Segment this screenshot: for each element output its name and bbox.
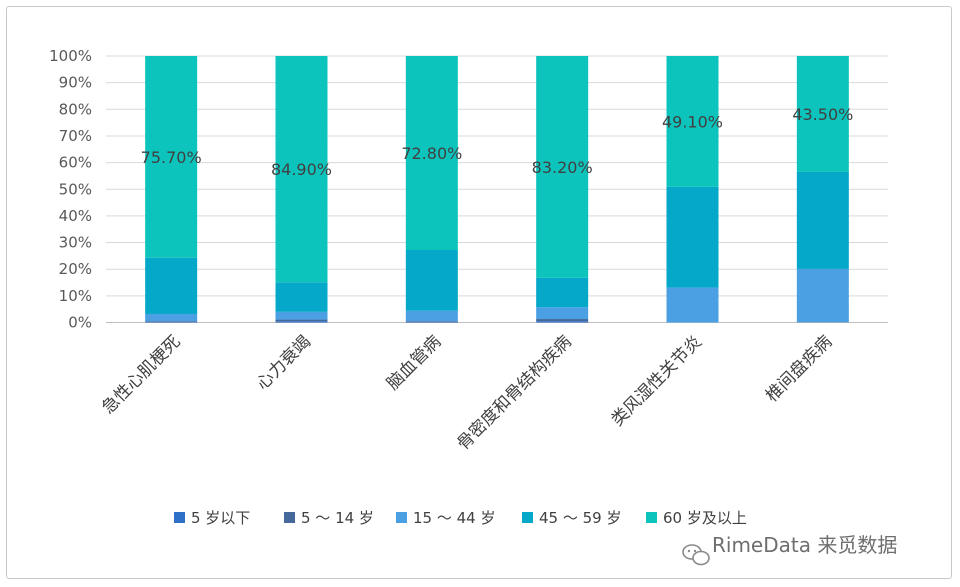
data-labels: 75.70% 84.90% 72.80% 83.20% 49.10% 43.50% xyxy=(141,105,854,179)
x-category-label: 急性心肌梗死 xyxy=(98,332,184,418)
bar-segment xyxy=(405,56,458,251)
y-axis-ticks: 0% 10% 20% 30% 40% 50% 60% 70% 80% 90% 100% xyxy=(49,47,92,332)
bars xyxy=(145,56,849,323)
bar-segment xyxy=(145,321,198,323)
data-label: 49.10% xyxy=(662,112,723,131)
legend-label: 15 ～ 44 岁 xyxy=(413,509,495,527)
grid-lines xyxy=(106,55,888,323)
legend-swatch xyxy=(174,512,185,523)
bar-segment xyxy=(275,282,328,312)
bar-segment xyxy=(275,319,328,322)
bar-segment xyxy=(275,321,328,323)
legend-swatch xyxy=(522,512,533,523)
bar-segment xyxy=(405,250,458,311)
bar-segment xyxy=(666,287,719,323)
legend-label: 60 岁及以上 xyxy=(663,509,747,527)
data-label: 75.70% xyxy=(141,148,202,167)
data-label: 43.50% xyxy=(792,105,853,124)
y-tick-label: 100% xyxy=(49,47,92,65)
y-tick-label: 0% xyxy=(68,314,92,332)
y-tick-label: 60% xyxy=(59,154,92,172)
y-tick-label: 50% xyxy=(59,180,92,198)
data-label: 83.20% xyxy=(532,158,593,177)
watermark: RimeData 来觅数据 xyxy=(682,533,897,566)
bar-segment xyxy=(275,56,328,283)
y-tick-label: 90% xyxy=(59,74,92,92)
legend-label: 5 ～ 14 岁 xyxy=(301,509,374,527)
bar-segment xyxy=(796,56,849,172)
bar-segment xyxy=(666,186,719,288)
bar-segment xyxy=(796,268,849,323)
data-label: 72.80% xyxy=(401,144,462,163)
bar-segment xyxy=(405,321,458,323)
bar-segment xyxy=(145,56,198,258)
legend-swatch xyxy=(646,512,657,523)
y-tick-label: 10% xyxy=(59,287,92,305)
bar-segment xyxy=(666,56,719,187)
bar-segment xyxy=(796,171,849,269)
legend-swatch xyxy=(284,512,295,523)
bar-segment xyxy=(275,311,328,320)
bar-segment xyxy=(536,307,589,320)
y-tick-label: 30% xyxy=(59,234,92,252)
y-tick-label: 20% xyxy=(59,260,92,278)
legend-label: 5 岁以下 xyxy=(191,509,250,527)
bar-segment xyxy=(145,313,198,322)
bar-segment xyxy=(536,321,589,323)
legend-swatch xyxy=(396,512,407,523)
bar-segment xyxy=(405,321,458,322)
bar-segment xyxy=(145,257,198,314)
y-tick-label: 80% xyxy=(59,100,92,118)
data-label: 84.90% xyxy=(271,160,332,179)
bar-segment xyxy=(536,56,589,278)
legend-label: 45 ～ 59 岁 xyxy=(539,509,621,527)
bar-segment xyxy=(145,321,198,322)
x-category-label: 心力衰竭 xyxy=(253,332,315,394)
x-category-label: 椎间盘疾病 xyxy=(762,332,836,406)
x-axis-labels: 急性心肌梗死 心力衰竭 脑血管病 骨密度和骨结构疾病 类风湿性关节炎 椎间盘疾病 xyxy=(98,332,836,454)
bar-segment xyxy=(405,310,458,322)
watermark-text: RimeData 来觅数据 xyxy=(712,533,897,557)
x-category-label: 骨密度和骨结构疾病 xyxy=(453,332,575,454)
y-tick-label: 40% xyxy=(59,207,92,225)
bar-segment xyxy=(536,319,589,322)
x-category-label: 脑血管病 xyxy=(383,332,445,394)
y-tick-label: 70% xyxy=(59,127,92,145)
bar-segment xyxy=(536,277,589,308)
x-category-label: 类风湿性关节炎 xyxy=(608,332,706,430)
legend: 5 岁以下 5 ～ 14 岁 15 ～ 44 岁 45 ～ 59 岁 60 岁及以上 xyxy=(174,509,747,527)
wechat-icon xyxy=(682,544,710,566)
